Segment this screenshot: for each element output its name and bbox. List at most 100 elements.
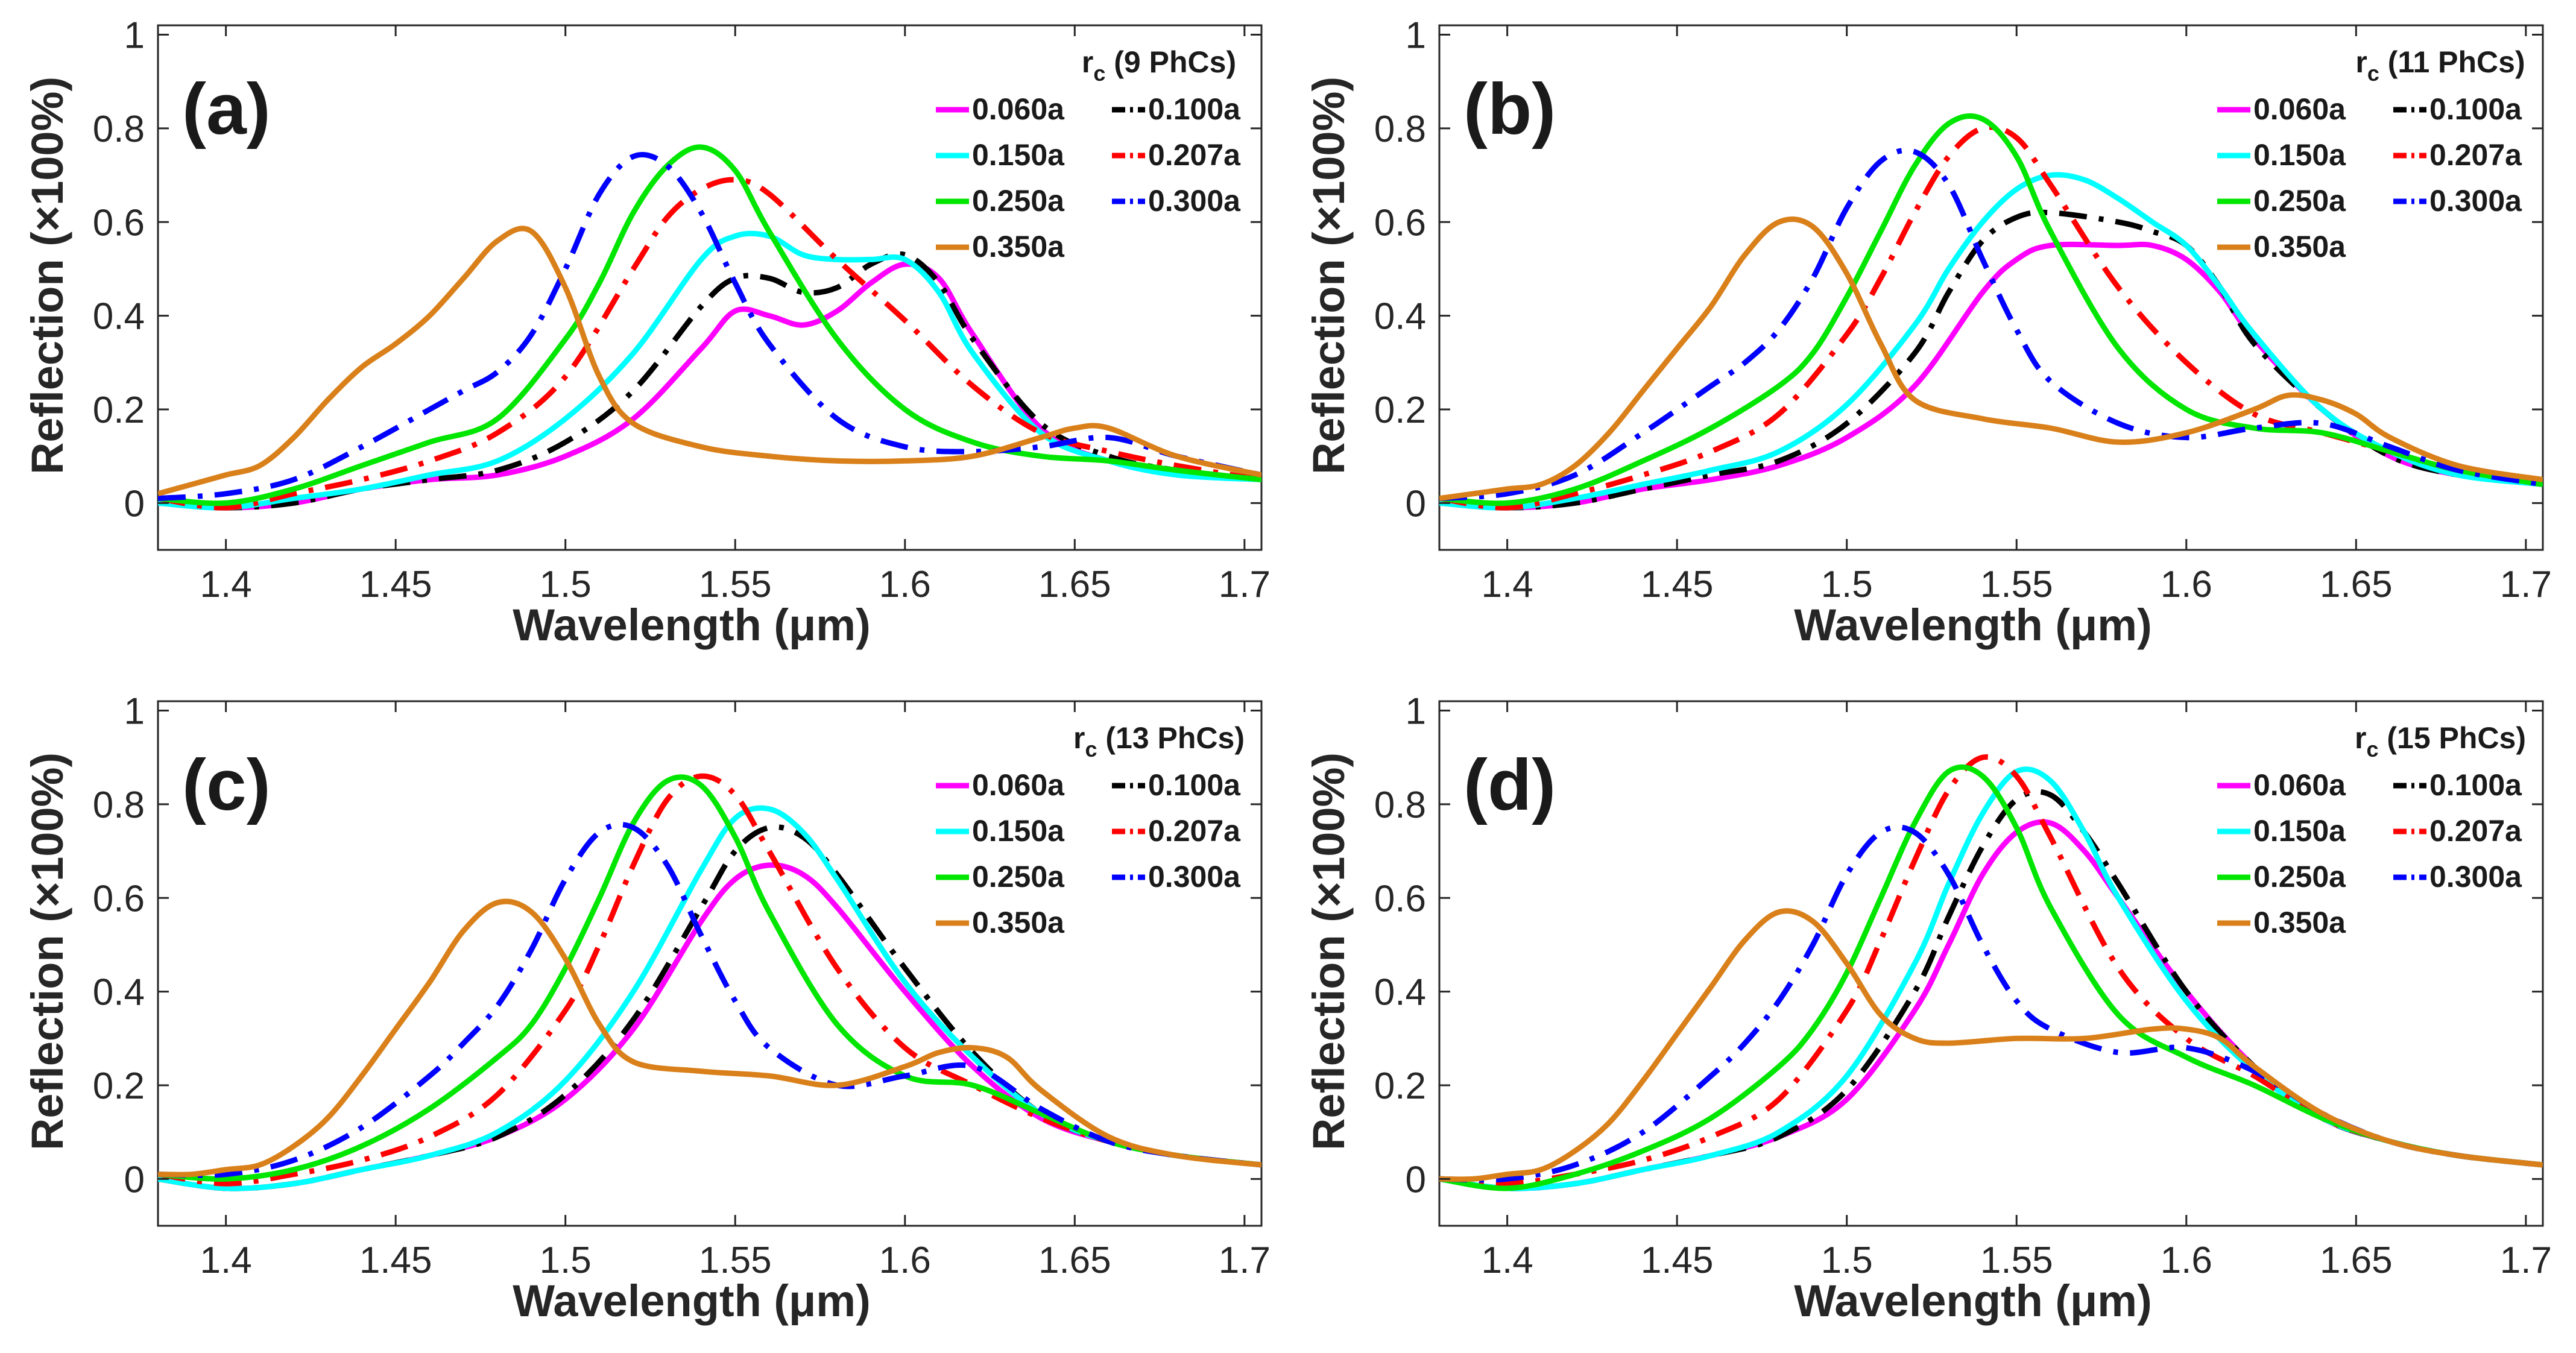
- y-tick-label: 0.6: [1374, 202, 1426, 244]
- axes-frame: [157, 700, 1263, 1227]
- x-axis-title: Wavelength (μm): [1794, 600, 2151, 650]
- legend-label-0.207a: 0.207a: [1148, 138, 1241, 172]
- series-group: [1439, 113, 2543, 511]
- x-tick-label: 1.4: [200, 564, 252, 605]
- legend-label-0.060a: 0.060a: [2253, 768, 2346, 802]
- legend-label-0.100a: 0.100a: [1148, 768, 1241, 802]
- legend-title-rest: (15 PhCs): [2378, 721, 2526, 755]
- y-tick-label: 0: [1406, 1159, 1426, 1200]
- series-line-0.250a: [158, 774, 1261, 1182]
- y-axis-title: Reflection (×100%): [1304, 77, 1354, 475]
- x-tick-label: 1.7: [2500, 1240, 2552, 1281]
- panel-c: 1.4 1.45 1.5 1.55 1.6 1.65 1.7 0 0.2 0.4 0.6 0.8 1 Wa…: [22, 691, 1271, 1326]
- legend-title-sub: c: [1093, 61, 1105, 86]
- series-line-0.150a: [158, 230, 1261, 511]
- x-tick-label: 1.7: [1219, 564, 1271, 605]
- series-line-0.350a: [158, 226, 1261, 497]
- panel-d: 1.4 1.45 1.5 1.55 1.6 1.65 1.7 0 0.2 0.4 0.6 0.8 1 Wa…: [1304, 691, 2552, 1326]
- y-tick-label: 0: [124, 1159, 145, 1200]
- legend-label-0.350a: 0.350a: [972, 230, 1065, 263]
- legend-label-0.060a: 0.060a: [2253, 92, 2346, 126]
- legend-title: rc (11 PhCs): [2355, 45, 2525, 86]
- series-line-0.207a: [158, 773, 1261, 1187]
- legend-label-0.250a: 0.250a: [2253, 184, 2346, 218]
- legend-title: rc (13 PhCs): [1073, 721, 1245, 762]
- x-tick-label: 1.45: [1641, 564, 1714, 605]
- series-line-0.300a: [158, 152, 1261, 502]
- legend-label-0.100a: 0.100a: [2429, 92, 2522, 126]
- panel-label: (d): [1463, 745, 1556, 825]
- series-line-0.250a: [1439, 764, 2543, 1191]
- y-tick-label: 1: [1406, 691, 1426, 733]
- series-line-0.300a: [158, 821, 1261, 1178]
- legend-title-sub: c: [2366, 737, 2378, 762]
- y-tick-label: 0.6: [93, 202, 145, 244]
- y-tick-label: 0.8: [1374, 784, 1426, 826]
- series-line-0.250a: [158, 144, 1261, 506]
- x-axis-title: Wavelength (μm): [1794, 1276, 2151, 1326]
- y-tick-label: 0.4: [93, 972, 145, 1014]
- x-tick-label: 1.65: [1038, 1240, 1111, 1281]
- legend-label-0.250a: 0.250a: [2253, 860, 2346, 894]
- x-tick-label: 1.4: [1482, 564, 1533, 605]
- legend-label-0.207a: 0.207a: [2429, 138, 2522, 172]
- y-axis-title: Reflection (×100%): [1304, 752, 1354, 1150]
- x-tick-label: 1.55: [699, 1240, 772, 1281]
- series-line-0.350a: [158, 898, 1261, 1178]
- panel-label: (a): [182, 69, 271, 150]
- legend-label-0.250a: 0.250a: [972, 860, 1065, 894]
- y-tick-label: 0.8: [93, 109, 145, 150]
- x-tick-label: 1.65: [2320, 564, 2393, 605]
- legend-title-main: r: [1073, 721, 1085, 755]
- legend-label-0.207a: 0.207a: [2429, 814, 2522, 848]
- y-tick-label: 0.6: [93, 878, 145, 919]
- y-tick-label: 0: [1406, 483, 1426, 525]
- legend-label-0.300a: 0.300a: [2429, 860, 2522, 894]
- x-tick-label: 1.7: [2500, 564, 2552, 605]
- y-tick-label: 0.4: [1374, 972, 1426, 1014]
- x-tick-label: 1.5: [1821, 1240, 1873, 1281]
- y-tick-label: 1: [124, 691, 145, 733]
- x-tick-label: 1.5: [540, 1240, 592, 1281]
- panel-a: 1.4 1.45 1.5 1.55 1.6 1.65 1.7 0 0.2 0.4 0.6 0.8 1 Wa…: [22, 15, 1271, 650]
- legend-label-0.300a: 0.300a: [1148, 184, 1241, 218]
- legend-title-sub: c: [1085, 737, 1097, 762]
- legend-label-0.150a: 0.150a: [972, 138, 1065, 172]
- x-tick-label: 1.4: [1482, 1240, 1533, 1281]
- x-tick-label: 1.4: [200, 1240, 252, 1281]
- y-tick-label: 0.4: [1374, 296, 1426, 338]
- x-tick-label: 1.55: [1980, 1240, 2053, 1281]
- x-tick-label: 1.5: [540, 564, 592, 605]
- legend-label-0.207a: 0.207a: [1148, 814, 1241, 848]
- series-line-0.300a: [1439, 147, 2543, 502]
- legend-title-rest: (13 PhCs): [1097, 721, 1245, 755]
- x-tick-label: 1.65: [2320, 1240, 2393, 1281]
- legend-label-0.150a: 0.150a: [2253, 138, 2346, 172]
- series-group: [1439, 754, 2543, 1191]
- x-tick-label: 1.5: [1821, 564, 1873, 605]
- y-tick-label: 0.2: [93, 1065, 145, 1107]
- series-line-0.350a: [1439, 908, 2543, 1182]
- y-tick-label: 1: [124, 15, 145, 57]
- series-line-0.250a: [1439, 113, 2543, 506]
- y-tick-label: 1: [1406, 15, 1426, 57]
- x-axis-title: Wavelength (μm): [513, 1276, 870, 1326]
- legend-title-main: r: [1082, 45, 1093, 79]
- y-tick-label: 0.8: [93, 784, 145, 826]
- legend: rc (15 PhCs) 0.060a 0.100a 0.150a 0.207a 0.25…: [2217, 721, 2526, 939]
- x-tick-label: 1.7: [1219, 1240, 1271, 1281]
- legend-title-rest: (9 PhCs): [1105, 45, 1236, 79]
- x-tick-label: 1.6: [2161, 1240, 2212, 1281]
- y-axis-title: Reflection (×100%): [22, 77, 72, 475]
- y-axis-title: Reflection (×100%): [22, 752, 72, 1150]
- x-tick-label: 1.6: [2161, 564, 2212, 605]
- series-line-0.207a: [1439, 124, 2543, 511]
- legend-label-0.150a: 0.150a: [972, 814, 1065, 848]
- legend-title-sub: c: [2367, 61, 2379, 86]
- y-tick-label: 0.2: [93, 390, 145, 431]
- legend-label-0.350a: 0.350a: [972, 906, 1065, 939]
- legend-title-main: r: [2355, 721, 2366, 755]
- legend-title: rc (15 PhCs): [2355, 721, 2526, 762]
